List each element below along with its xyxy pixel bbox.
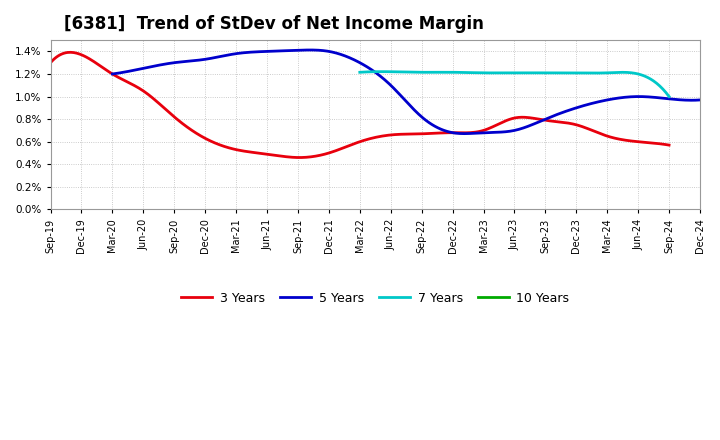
3 Years: [122, 79, 131, 84]
Text: [6381]  Trend of StDev of Net Income Margin: [6381] Trend of StDev of Net Income Marg…: [63, 15, 483, 33]
7 Years: [551, 70, 559, 76]
7 Years: [581, 70, 590, 76]
5 Years: [535, 119, 544, 124]
Legend: 3 Years, 5 Years, 7 Years, 10 Years: 3 Years, 5 Years, 7 Years, 10 Years: [176, 287, 575, 310]
5 Years: [108, 71, 117, 77]
Line: 7 Years: 7 Years: [360, 72, 669, 96]
7 Years: [393, 69, 402, 74]
5 Years: [305, 48, 314, 53]
7 Years: [356, 70, 364, 75]
3 Years: [249, 150, 258, 155]
Line: 3 Years: 3 Years: [50, 52, 669, 158]
5 Years: [538, 118, 546, 123]
3 Years: [665, 143, 673, 148]
7 Years: [479, 70, 487, 76]
5 Years: [696, 97, 704, 103]
3 Years: [499, 119, 508, 125]
3 Years: [296, 155, 305, 160]
Line: 5 Years: 5 Years: [112, 50, 700, 134]
5 Years: [481, 130, 490, 135]
7 Years: [580, 70, 588, 76]
3 Years: [438, 130, 447, 136]
5 Years: [300, 48, 308, 53]
3 Years: [46, 60, 55, 65]
5 Years: [460, 131, 469, 136]
7 Years: [665, 94, 673, 99]
5 Years: [342, 54, 351, 59]
7 Years: [377, 69, 386, 74]
7 Years: [457, 70, 466, 75]
3 Years: [496, 121, 505, 126]
5 Years: [179, 59, 187, 64]
3 Years: [66, 50, 75, 55]
3 Years: [293, 155, 302, 160]
